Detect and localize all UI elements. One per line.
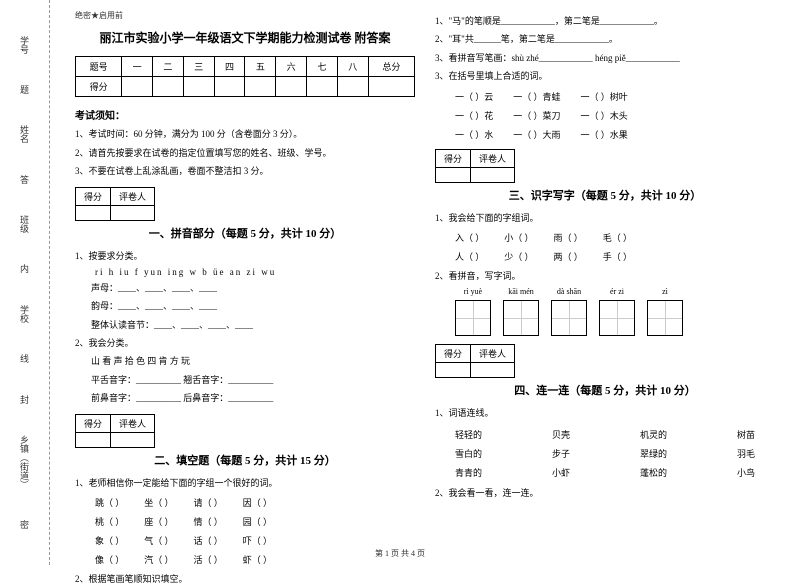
pinyin-labels: rì yuè kāi mén dà shān ér zi zì [435, 287, 775, 296]
text-line: 前鼻音字：__________ 后鼻音字：__________ [75, 391, 415, 405]
char-box [599, 300, 635, 336]
margin-label: 姓名 [18, 125, 31, 143]
answer-line: 声母：____、____、____、____ [75, 281, 415, 295]
margin-label: 学校 [18, 305, 31, 323]
match-row: 青青的 小虾 蓬松的 小鸟 [435, 463, 775, 482]
section-title-2: 二、填空题（每题 5 分，共计 15 分） [75, 452, 415, 468]
fill-row: 入（ ） 小（ ） 雨（ ） 毛（ ） [435, 231, 775, 244]
margin-hint: 题 [18, 85, 31, 94]
answer-line: 韵母：____、____、____、____ [75, 299, 415, 313]
question: 1、我会给下面的字组词。 [435, 211, 775, 225]
fill-row: 一（ ）花 一（ ）菜刀 一（ ）木头 [435, 109, 775, 122]
text-line: 山 看 声 拾 色 四 肯 方 玩 [75, 354, 415, 368]
margin-hint: 密 [18, 520, 31, 529]
score-box: 得分评卷人 [435, 149, 515, 183]
question: 1、老师相信你一定能给下面的字组一个很好的词。 [75, 476, 415, 490]
margin-label: 班级 [18, 215, 31, 233]
exam-title: 丽江市实验小学一年级语文下学期能力检测试卷 附答案 [75, 29, 415, 46]
secrecy-tag: 绝密★启用前 [75, 10, 415, 21]
page-footer: 第 1 页 共 4 页 [0, 548, 800, 559]
margin-hint: 封 [18, 395, 31, 404]
fill-row: 一（ ）水 一（ ）大雨 一（ ）水果 [435, 128, 775, 141]
binding-margin: 学号 题 姓名 答 班级 内 学校 线 封 乡镇（街道） 密 [0, 0, 50, 565]
question: 2、看拼音，写字词。 [435, 269, 775, 283]
fill-row: 跳（ ） 坐（ ） 请（ ） 因（ ） [75, 496, 415, 509]
section-title-1: 一、拼音部分（每题 5 分，共计 10 分） [75, 225, 415, 241]
question: 3、看拼音写笔画：shù zhé____________ héng piě___… [435, 51, 775, 65]
char-box [551, 300, 587, 336]
notice-item: 3、不要在试卷上乱涂乱画，卷面不整洁扣 3 分。 [75, 165, 415, 179]
section-title-3: 三、识字写字（每题 5 分，共计 10 分） [435, 187, 775, 203]
right-column: 1、"马"的笔顺是____________，第二笔是____________。 … [425, 10, 785, 555]
question: 2、"耳"共______笔，第二笔是____________。 [435, 32, 775, 46]
margin-label: 学号 [18, 36, 31, 54]
notice-item: 1、考试时间：60 分钟，满分为 100 分（含卷面分 3 分）。 [75, 128, 415, 142]
main-content: 绝密★启用前 丽江市实验小学一年级语文下学期能力检测试卷 附答案 题号 一 二 … [50, 0, 800, 565]
fill-row: 人（ ） 少（ ） 两（ ） 手（ ） [435, 250, 775, 263]
score-box: 得分评卷人 [75, 414, 155, 448]
notice-item: 2、请首先按要求在试卷的指定位置填写您的姓名、班级、学号。 [75, 147, 415, 161]
table-row: 得分 [76, 77, 415, 97]
score-box: 得分评卷人 [435, 344, 515, 378]
fill-row: 象（ ） 气（ ） 话（ ） 吓（ ） [75, 534, 415, 547]
char-box [647, 300, 683, 336]
question: 2、我会分类。 [75, 336, 415, 350]
char-box [503, 300, 539, 336]
question: 2、我会看一看，连一连。 [435, 486, 775, 500]
char-box [455, 300, 491, 336]
section-title-4: 四、连一连（每题 5 分，共计 10 分） [435, 382, 775, 398]
match-row: 轻轻的 贝壳 机灵的 树苗 [435, 425, 775, 444]
question: 2、根据笔画笔顺知识填空。 [75, 572, 415, 586]
question: 1、词语连线。 [435, 406, 775, 420]
text-line: 平舌音字：__________ 翘舌音字：__________ [75, 373, 415, 387]
score-table: 题号 一 二 三 四 五 六 七 八 总分 得分 [75, 56, 415, 97]
match-row: 雪白的 步子 翠绿的 羽毛 [435, 444, 775, 463]
question: 1、"马"的笔顺是____________，第二笔是____________。 [435, 14, 775, 28]
left-column: 绝密★启用前 丽江市实验小学一年级语文下学期能力检测试卷 附答案 题号 一 二 … [65, 10, 425, 555]
score-box: 得分评卷人 [75, 187, 155, 221]
fill-row: 一（ ）云 一（ ）青蛙 一（ ）树叶 [435, 90, 775, 103]
notice-heading: 考试须知： [75, 107, 415, 122]
writing-grid [435, 300, 775, 336]
pinyin-text: ri h iu f yun ing w b üe an zi wu [75, 267, 415, 277]
table-row: 题号 一 二 三 四 五 六 七 八 总分 [76, 57, 415, 77]
margin-hint: 答 [18, 175, 31, 184]
margin-hint: 线 [18, 354, 31, 363]
answer-line: 整体认读音节：____、____、____、____ [75, 318, 415, 332]
fill-row: 桃（ ） 座（ ） 情（ ） 园（ ） [75, 515, 415, 528]
question: 3、在括号里填上合适的词。 [435, 69, 775, 83]
margin-label: 乡镇（街道） [18, 435, 31, 489]
margin-hint: 内 [18, 264, 31, 273]
question: 1、按要求分类。 [75, 249, 415, 263]
